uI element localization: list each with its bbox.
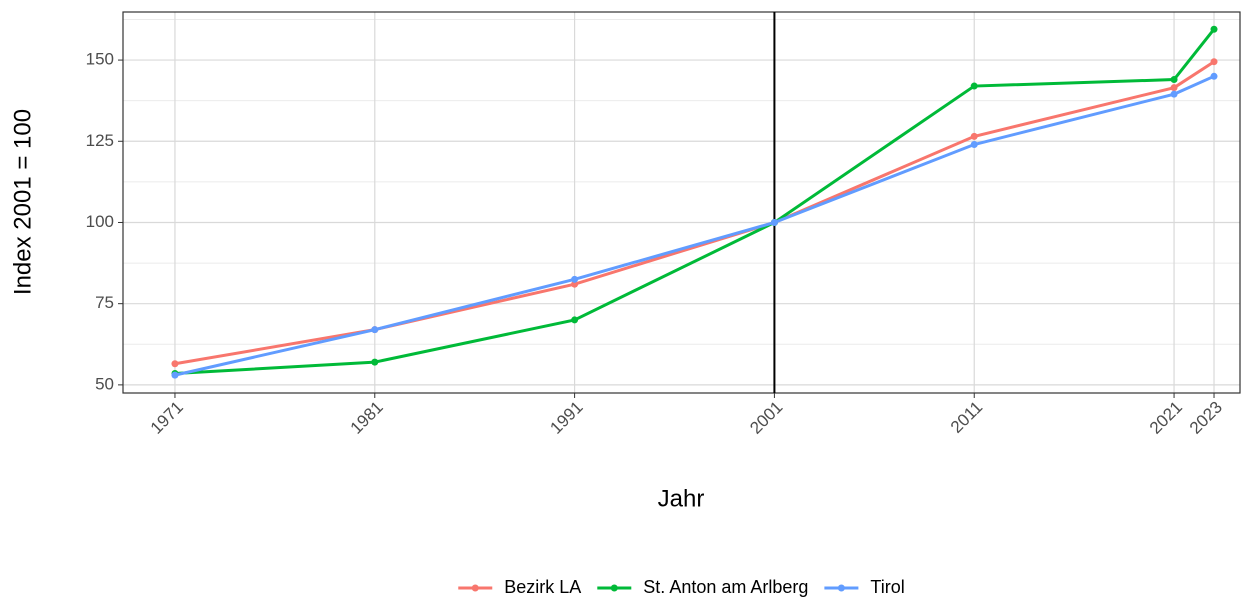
y-tick-label: 125 <box>86 131 114 150</box>
data-point <box>571 275 579 283</box>
legend-key-point <box>837 584 845 592</box>
panel-border <box>122 11 1241 394</box>
data-point <box>371 358 379 366</box>
x-tick-label: 1971 <box>147 398 187 438</box>
x-tick-label: 2001 <box>746 398 786 438</box>
series-line <box>174 74 1215 377</box>
data-point <box>970 82 978 90</box>
legend-item: Bezirk LA <box>458 577 581 597</box>
series-line <box>174 28 1216 376</box>
x-axis-title: Jahr <box>658 485 705 512</box>
data-point <box>1210 58 1218 66</box>
data-point <box>970 132 978 140</box>
data-point <box>1170 76 1178 84</box>
y-tick-label: 150 <box>86 50 114 69</box>
legend-item: Tirol <box>824 577 905 597</box>
y-tick-label: 75 <box>95 293 114 312</box>
data-point <box>1170 90 1178 98</box>
legend-label: Bezirk LA <box>504 577 581 597</box>
legend-key-point <box>610 584 618 592</box>
x-tick-label: 1981 <box>347 398 387 438</box>
legend-key-point <box>471 584 479 592</box>
y-tick-label: 50 <box>95 374 114 393</box>
x-tick-label: 2021 <box>1146 398 1186 438</box>
legend-label: Tirol <box>870 577 904 597</box>
x-tick-label: 2023 <box>1186 398 1226 438</box>
y-tick-label: 100 <box>86 212 114 231</box>
x-tick-label: 1991 <box>546 398 586 438</box>
series-line <box>174 60 1215 366</box>
legend-item: St. Anton am Arlberg <box>597 577 808 597</box>
data-point <box>571 280 579 288</box>
data-point <box>770 218 778 226</box>
data-point <box>571 316 579 324</box>
y-axis-title: Index 2001 = 100 <box>9 109 36 295</box>
data-point <box>1210 25 1218 33</box>
data-point <box>970 141 978 149</box>
x-tick-label: 2011 <box>947 398 986 437</box>
data-point <box>171 360 179 368</box>
data-point <box>171 371 179 379</box>
legend: Bezirk LA St. Anton am Arlberg Tirol <box>458 577 905 597</box>
data-point <box>1170 84 1178 92</box>
legend-label: St. Anton am Arlberg <box>643 577 808 597</box>
data-point <box>1210 72 1218 80</box>
data-point <box>371 326 379 334</box>
